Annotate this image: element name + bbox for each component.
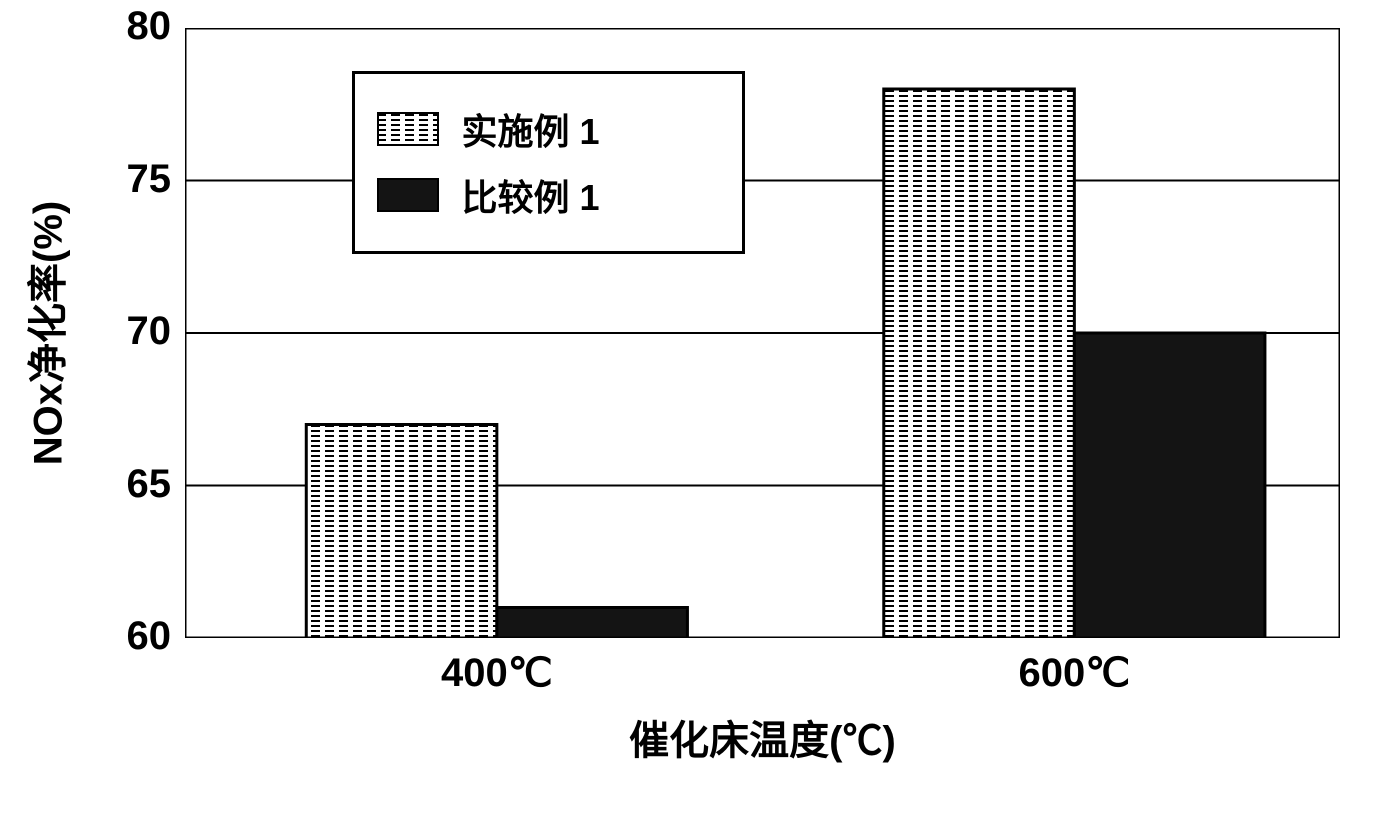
- bar: [1074, 333, 1265, 638]
- legend-swatch: [377, 112, 439, 146]
- y-tick-label: 80: [0, 4, 171, 49]
- y-tick-label: 75: [0, 157, 171, 202]
- legend-item: 实施例 1: [377, 103, 720, 155]
- legend-swatch: [377, 178, 439, 212]
- x-tick-label: 600℃: [954, 650, 1194, 696]
- y-tick-label: 60: [0, 614, 171, 659]
- nox-bar-chart: NOx净化率(%) 实施例 1比较例 1 6065707580: [0, 0, 1378, 826]
- bar: [306, 425, 497, 639]
- y-tick-label: 70: [0, 309, 171, 354]
- legend-item: 比较例 1: [377, 169, 720, 221]
- legend: 实施例 1 比较例 1: [352, 71, 745, 254]
- legend-label: 比较例 1: [461, 169, 599, 221]
- legend-label: 实施例 1: [461, 103, 599, 155]
- y-tick-label: 65: [0, 462, 171, 507]
- x-axis-title: 催化床温度(℃): [185, 708, 1340, 766]
- x-tick-label: 400℃: [377, 650, 617, 696]
- bar: [497, 608, 688, 639]
- plot-area: 实施例 1 比较例 1: [185, 28, 1340, 638]
- bar: [884, 89, 1075, 638]
